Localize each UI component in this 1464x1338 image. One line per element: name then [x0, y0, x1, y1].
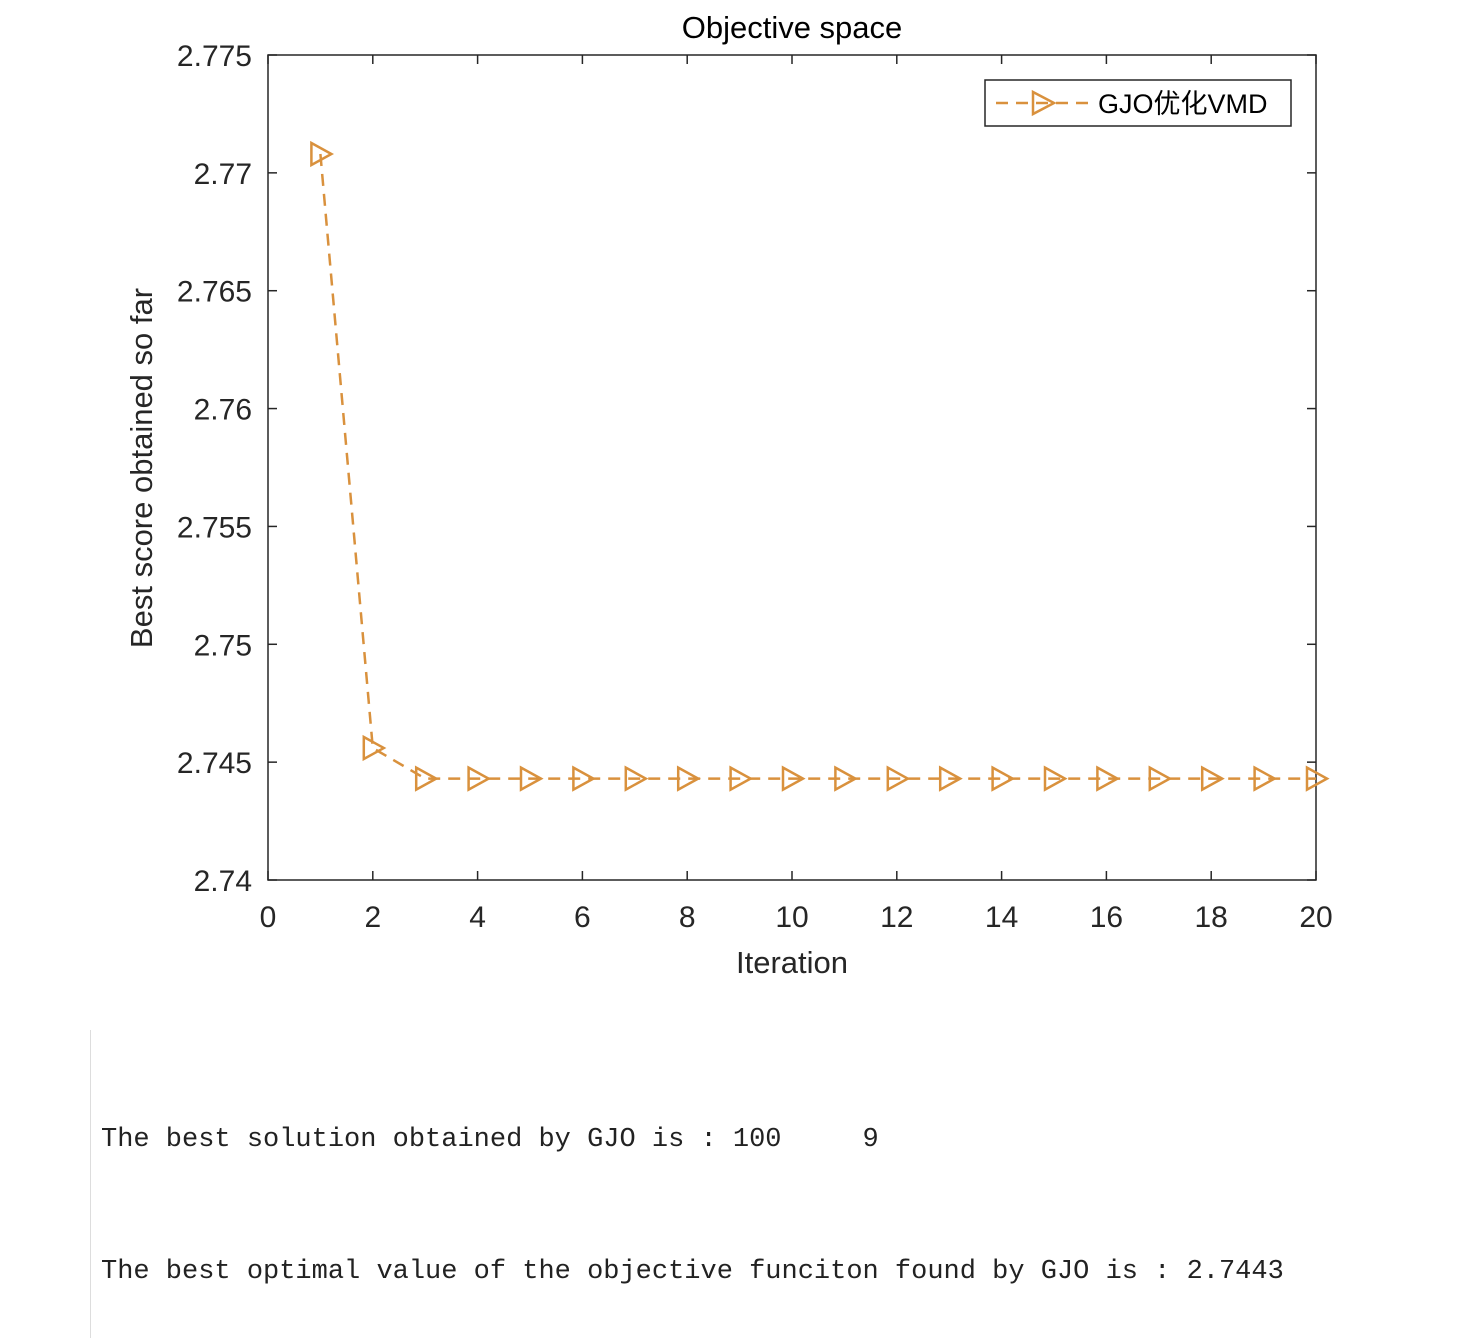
x-tick-label: 18 [1195, 901, 1228, 934]
data-point-marker [1096, 765, 1120, 792]
x-tick-label: 6 [574, 901, 591, 934]
x-tick-label: 20 [1299, 901, 1332, 934]
plot-area [267, 54, 1317, 881]
data-point-marker [938, 765, 963, 792]
legend-label: GJO优化VMD [1098, 89, 1268, 119]
x-tick-label: 10 [775, 901, 808, 934]
console-output: The best solution obtained by GJO is : 1… [90, 1030, 1464, 1338]
console-line-solution: The best solution obtained by GJO is : 1… [101, 1125, 879, 1155]
x-tick-labels: 0 2 4 6 8 10 12 14 16 18 20 [260, 901, 1333, 934]
y-tick-label: 2.74 [194, 865, 252, 898]
x-tick-label: 0 [260, 901, 277, 934]
chart-title: Objective space [682, 10, 903, 45]
data-point-marker [1305, 765, 1330, 792]
data-point-marker [362, 734, 387, 762]
series-layer [310, 140, 1330, 792]
data-point-marker [834, 765, 858, 792]
y-tick-label: 2.775 [177, 40, 252, 73]
chart-svg: 0 2 4 6 8 10 12 14 16 18 20 2.74 2.745 2.75 2.755 2.76… [124, 10, 1333, 980]
y-tick-labels: 2.74 2.745 2.75 2.755 2.76 2.765 2.77 2.775 [177, 40, 252, 898]
data-point-marker [519, 765, 544, 792]
data-point-marker [991, 765, 1016, 792]
axis-ticks [267, 54, 1317, 881]
y-axis-label: Best score obtained so far [124, 288, 159, 648]
y-tick-label: 2.745 [177, 747, 252, 780]
x-tick-label: 14 [985, 901, 1018, 934]
data-point-marker [624, 765, 649, 792]
data-point-marker [886, 765, 911, 792]
legend-marker [1031, 89, 1057, 117]
data-point-marker [676, 765, 701, 792]
x-axis-label: Iteration [736, 945, 848, 980]
data-point-marker [310, 140, 334, 168]
data-point-marker [1200, 765, 1225, 792]
x-tick-label: 12 [880, 901, 913, 934]
data-point-marker [781, 765, 806, 792]
y-tick-label: 2.75 [194, 629, 252, 662]
y-tick-label: 2.76 [194, 394, 252, 427]
x-tick-label: 16 [1090, 901, 1123, 934]
data-point-marker [414, 765, 439, 792]
console-line-optimal-value: The best optimal value of the objective … [101, 1257, 1284, 1287]
data-point-marker [1253, 765, 1278, 792]
data-point-marker [467, 765, 492, 792]
x-tick-label: 8 [679, 901, 696, 934]
x-tick-label: 4 [469, 901, 486, 934]
y-tick-label: 2.765 [177, 276, 252, 309]
data-point-marker [1043, 765, 1068, 792]
data-point-marker [572, 765, 596, 792]
x-tick-label: 2 [364, 901, 381, 934]
data-point-marker [729, 765, 754, 792]
legend[interactable]: GJO优化VMD [984, 79, 1292, 127]
y-tick-label: 2.755 [177, 511, 252, 544]
y-tick-label: 2.77 [194, 158, 252, 191]
data-point-marker [1148, 765, 1173, 792]
